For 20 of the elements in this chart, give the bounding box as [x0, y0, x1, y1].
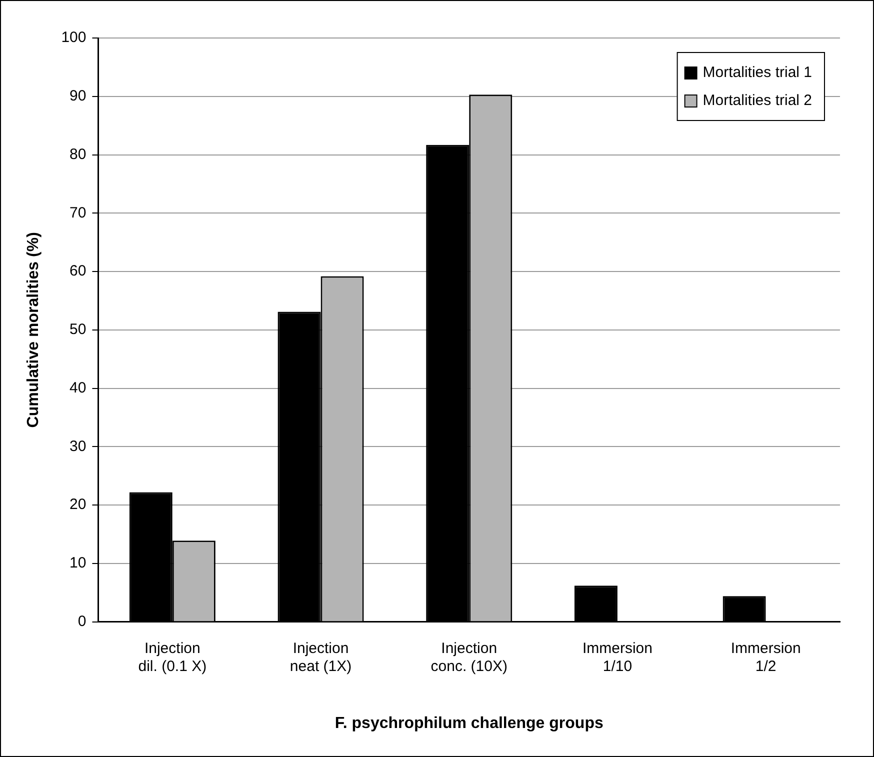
y-tick-label: 10 [70, 554, 86, 572]
y-tick-label: 60 [70, 262, 86, 280]
y-tick-label: 100 [61, 29, 86, 46]
x-tick-label: Injection dil. (0.1 X) [138, 640, 207, 675]
y-tick-label: 20 [70, 496, 86, 514]
y-tick-label: 30 [70, 438, 86, 455]
x-axis-title: F. psychrophilum challenge groups [334, 714, 604, 732]
y-tick-label: 70 [70, 204, 86, 222]
y-axis-title: Cumulative moralities (%) [25, 232, 42, 428]
y-tick-label: 40 [70, 379, 86, 396]
x-tick-label: Injection neat (1X) [290, 640, 352, 675]
y-tick-label: 90 [70, 88, 86, 105]
y-tick-label: 0 [78, 612, 86, 630]
x-tick-label: Immersion 1/10 [582, 640, 652, 675]
x-tick-label: Immersion 1/2 [730, 640, 801, 675]
legend-label: Mortalities trial 2 [702, 92, 812, 110]
legend-label: Mortalities trial 1 [702, 64, 812, 82]
x-tick-label: Injection conc. (10X) [430, 640, 508, 675]
y-tick-label: 50 [70, 321, 86, 338]
y-tick-label: 80 [70, 146, 86, 163]
